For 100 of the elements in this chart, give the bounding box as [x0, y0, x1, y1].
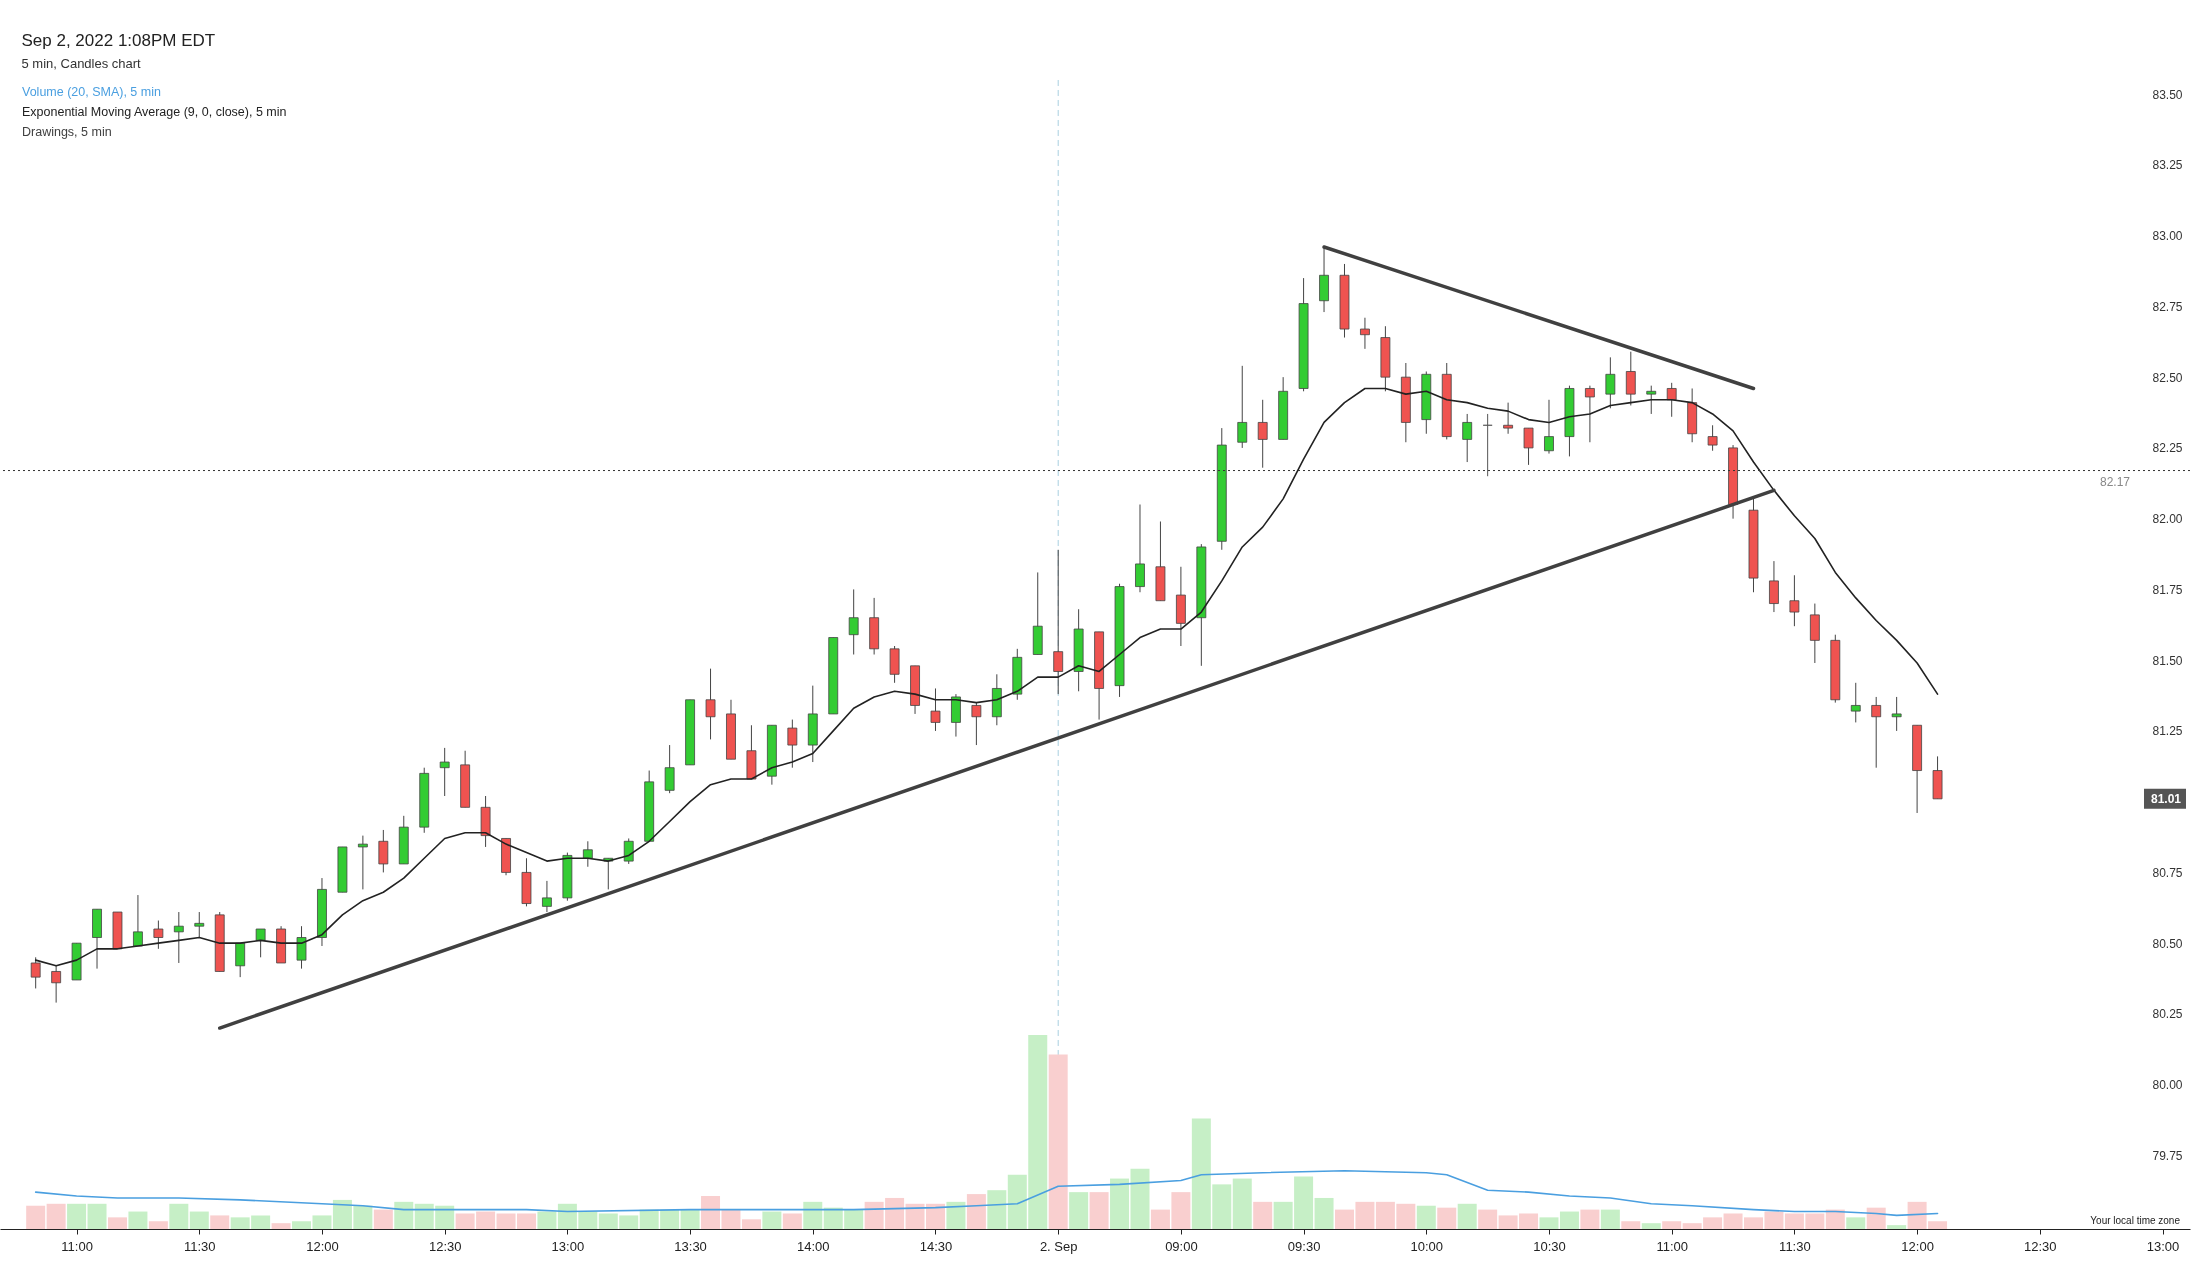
x-tick-label: 10:30	[1533, 1238, 1566, 1254]
y-tick-label: 81.50	[2152, 653, 2183, 668]
bar	[373, 1209, 393, 1229]
bar	[1600, 1209, 1620, 1229]
x-tick-label: 11:30	[183, 1238, 216, 1254]
bar	[107, 1217, 127, 1229]
x-tick-label: 10:00	[1410, 1238, 1444, 1254]
x-tick-label: 09:30	[1287, 1238, 1321, 1254]
candlestick	[664, 744, 675, 794]
candlestick	[1462, 413, 1473, 463]
text: Drawings, 5 min	[22, 125, 112, 139]
chart-title: Sep 2, 2022 1:08PM EDT	[21, 30, 216, 50]
candlestick	[1523, 427, 1534, 466]
bar	[1416, 1205, 1436, 1229]
x-tick-label: 13:00	[2146, 1238, 2180, 1254]
candlestick	[235, 942, 246, 978]
candlestick	[582, 840, 593, 868]
bar	[169, 1203, 189, 1229]
x-tick-label: 09:00	[1165, 1238, 1198, 1254]
y-tick-label: 82.00	[2152, 512, 2183, 527]
candlestick	[1257, 399, 1268, 469]
bar	[1089, 1192, 1109, 1229]
bar	[966, 1194, 986, 1229]
bar	[128, 1211, 148, 1229]
y-tick-label: 80.75	[2152, 865, 2183, 880]
candlestick	[848, 588, 859, 655]
bar	[680, 1209, 700, 1229]
candlestick	[1053, 549, 1064, 695]
y-tick-label: 80.00	[2152, 1078, 2183, 1093]
bar	[26, 1205, 46, 1229]
bar	[1437, 1207, 1457, 1229]
candlestick	[1503, 402, 1513, 435]
y-tick-label: 81.25	[2152, 724, 2183, 739]
candlestick	[1789, 574, 1800, 627]
bar	[394, 1201, 414, 1229]
bar	[67, 1203, 87, 1229]
bar	[1846, 1217, 1866, 1229]
candlestick	[1646, 385, 1657, 415]
bar	[87, 1203, 107, 1229]
candlestick	[705, 668, 716, 740]
candlestick	[1850, 682, 1861, 723]
bar	[1478, 1209, 1498, 1229]
x-tick-label: 12:30	[428, 1238, 462, 1254]
candlestick	[1769, 560, 1779, 613]
candlestick	[1891, 696, 1902, 732]
annotation: 81.01	[2150, 791, 2182, 806]
candlestick	[1666, 382, 1677, 418]
candlestick	[439, 747, 450, 797]
candlestick	[971, 702, 982, 746]
bar	[1539, 1217, 1559, 1229]
candlestick	[30, 956, 41, 989]
bar	[148, 1221, 168, 1229]
bar	[1559, 1211, 1579, 1229]
candlestick	[623, 837, 634, 865]
annotation: Your local time zone	[2090, 1215, 2181, 1226]
x-tick-label: 11:30	[1779, 1238, 1811, 1254]
bar	[1621, 1221, 1641, 1229]
bar	[1253, 1201, 1273, 1229]
x-tick-label: 12:30	[2024, 1238, 2057, 1254]
x-tick-label: 14:30	[919, 1238, 953, 1254]
y-tick-label: 83.25	[2152, 158, 2183, 173]
bar	[1069, 1192, 1089, 1229]
x-tick-label: 13:00	[551, 1238, 585, 1254]
text: Volume (20, SMA), 5 min	[22, 85, 161, 99]
x-tick-label: 12:00	[306, 1238, 339, 1254]
bar	[1232, 1178, 1252, 1229]
bar	[946, 1201, 966, 1229]
bar	[1580, 1209, 1600, 1229]
chart-subtitle: 5 min, Candles chart	[21, 55, 142, 71]
y-tick-label: 83.00	[2152, 229, 2183, 244]
bar	[1641, 1223, 1661, 1229]
candlestick	[1544, 399, 1554, 455]
bar	[762, 1211, 782, 1229]
bar	[537, 1211, 557, 1229]
candlestick	[51, 965, 62, 1004]
y-tick-label: 80.25	[2152, 1007, 2183, 1022]
candlestick	[194, 911, 205, 938]
bar	[741, 1219, 761, 1229]
candlestick	[357, 835, 368, 890]
ref-line-label: 82.17	[2099, 474, 2131, 489]
candlestick	[255, 928, 266, 958]
x-tick-label: 12:00	[1901, 1238, 1934, 1254]
bar	[46, 1203, 66, 1229]
bar	[987, 1190, 1007, 1229]
candlestick	[133, 894, 143, 947]
x-tick-label: 2. Sep	[1039, 1238, 1078, 1254]
bar	[1457, 1203, 1477, 1229]
candlestick	[1237, 365, 1248, 449]
candlestick	[1135, 504, 1145, 593]
candlestick	[378, 829, 389, 873]
bar	[1887, 1225, 1907, 1229]
bar	[210, 1215, 230, 1229]
y-tick-label: 79.75	[2152, 1148, 2183, 1163]
y-tick-label: 82.50	[2152, 370, 2183, 385]
x-tick-label: 11:00	[61, 1238, 93, 1254]
bar	[803, 1201, 823, 1229]
candlestick	[153, 920, 164, 950]
candlestick	[1625, 351, 1636, 406]
candlestick	[930, 687, 941, 732]
x-tick-label: 13:30	[674, 1238, 707, 1254]
